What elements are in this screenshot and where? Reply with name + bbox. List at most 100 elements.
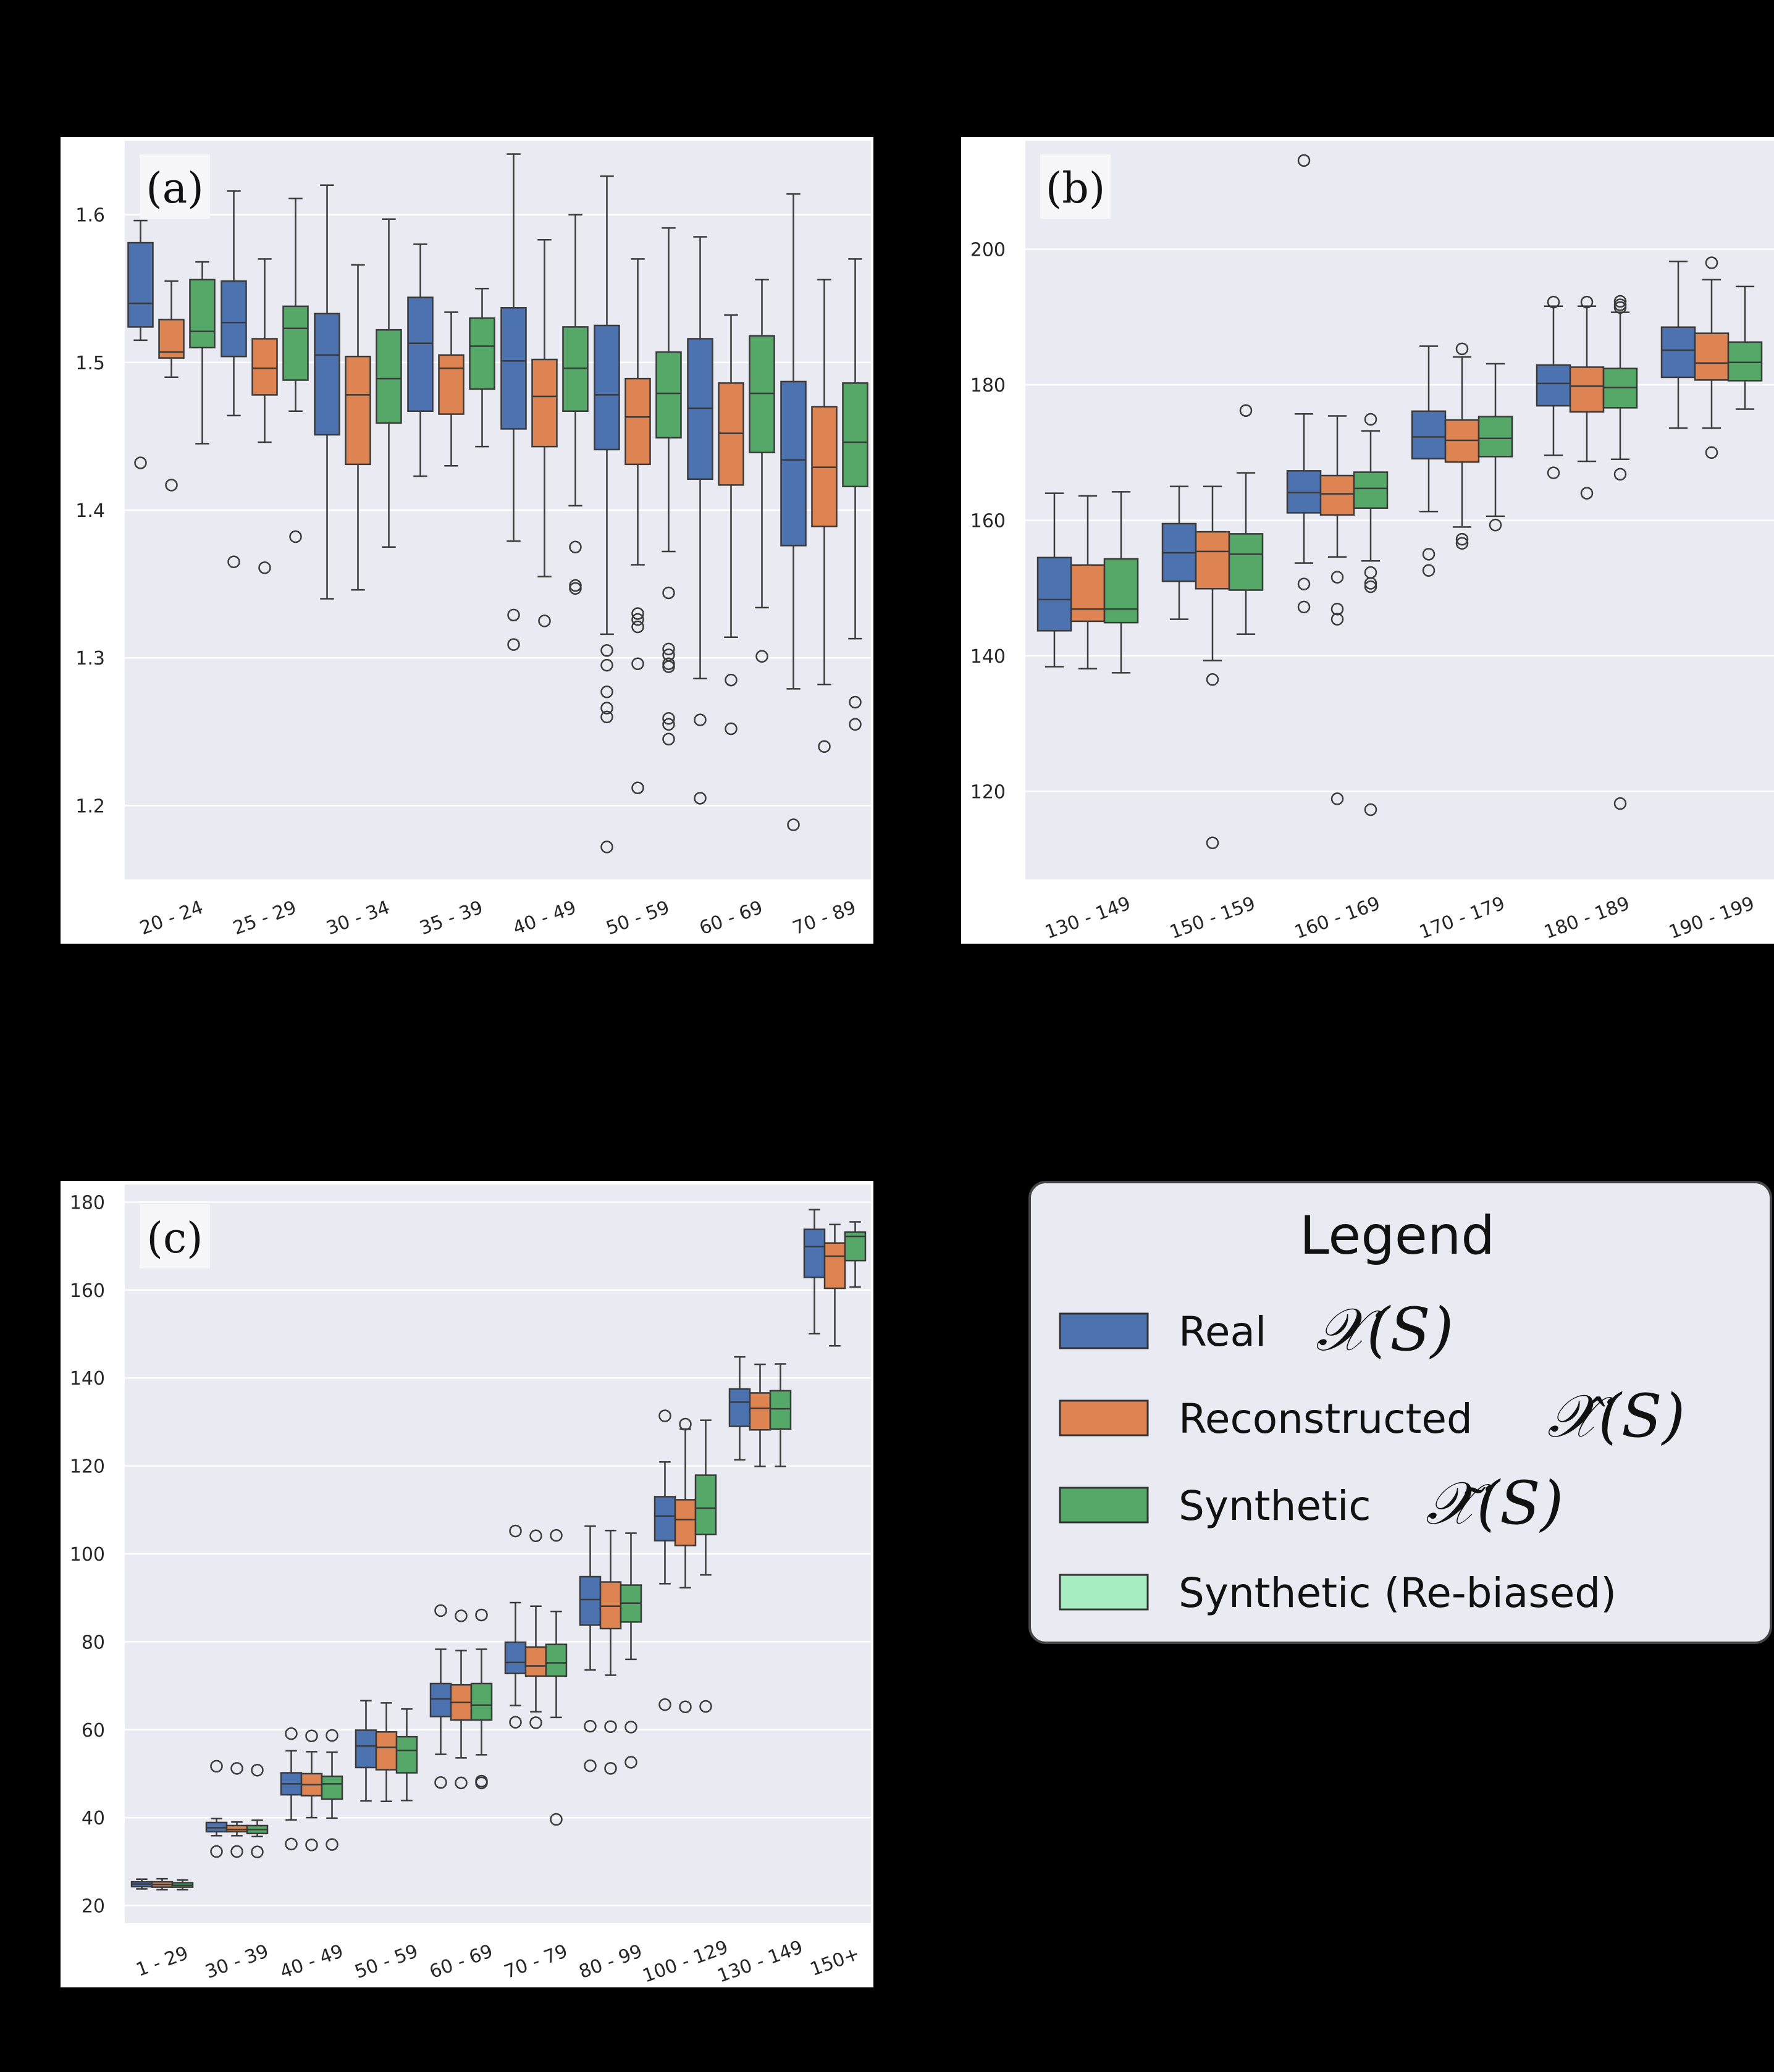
outlier-point <box>849 718 862 731</box>
box-iqr <box>127 241 154 328</box>
outlier-point <box>624 1721 637 1734</box>
legend-swatch-reconstructed <box>1059 1399 1149 1437</box>
outlier-point <box>1613 468 1627 481</box>
outlier-point <box>679 1417 692 1431</box>
box-iqr <box>1036 556 1072 632</box>
outlier-point <box>285 1837 298 1851</box>
outlier-point <box>1705 446 1718 459</box>
box-reconstructed <box>524 1529 547 1729</box>
box-reconstructed <box>599 1530 622 1775</box>
outlier-point <box>251 1764 264 1777</box>
box-iqr <box>694 1474 717 1535</box>
box-iqr <box>314 312 340 436</box>
box-synthetic <box>562 214 589 595</box>
outlier-point <box>326 1729 338 1742</box>
box-reconstructed <box>1569 295 1605 500</box>
box-iqr <box>395 1735 418 1774</box>
box-real <box>314 184 340 600</box>
box-synthetic <box>620 1532 642 1769</box>
outlier-point <box>658 1698 671 1711</box>
box-reconstructed <box>1319 415 1355 805</box>
y-tick-label: 180 <box>970 375 1006 396</box>
box-iqr <box>375 1731 398 1771</box>
outlier-point <box>849 695 862 709</box>
legend-item-synthetic-rebiased: Synthetic (Re-biased) <box>1059 1569 1616 1617</box>
outlier-point <box>725 673 738 687</box>
outlier-point <box>818 740 831 753</box>
box-iqr <box>500 307 527 430</box>
legend-label-synthetic-rebiased: Synthetic (Re-biased) <box>1179 1569 1616 1617</box>
outlier-point <box>305 1839 318 1852</box>
y-tick-label: 140 <box>970 646 1006 668</box>
outlier-point <box>1422 564 1436 577</box>
box-iqr <box>355 1729 377 1769</box>
panel-b-yticks: 120 140 160 180 200 <box>970 240 1006 803</box>
outlier-point <box>1206 836 1219 849</box>
outlier-point <box>1364 580 1377 593</box>
box-real <box>1036 492 1072 668</box>
panel-a-boxes <box>127 153 868 854</box>
outlier-point <box>662 642 675 656</box>
panel-c-label-box <box>140 1204 210 1269</box>
legend-math-real: 𝒳(S) <box>1316 1295 1453 1364</box>
box-iqr <box>1536 364 1571 407</box>
panel-a: 1.21.31.41.51.6 20 - 24 25 - 29 30 - 34 35 … <box>61 137 873 944</box>
box-iqr <box>221 280 247 358</box>
box-iqr <box>282 305 309 381</box>
panel-c-grid <box>125 1201 871 1906</box>
box-iqr <box>624 377 651 466</box>
outlier-point <box>1613 295 1627 308</box>
panel-a-grid <box>125 214 871 807</box>
box-iqr <box>823 1242 846 1290</box>
box-synthetic <box>189 261 216 445</box>
box-iqr <box>225 1824 248 1833</box>
box-reconstructed <box>1195 485 1230 849</box>
outlier-point <box>600 710 613 724</box>
box-iqr <box>1228 533 1264 591</box>
box-reconstructed <box>1444 342 1480 550</box>
box-real <box>1536 295 1571 479</box>
y-tick-label: 1.3 <box>75 648 105 669</box>
box-synthetic <box>842 258 868 731</box>
box-real <box>221 190 247 568</box>
box-iqr <box>321 1775 343 1800</box>
outlier-point <box>662 660 675 673</box>
outlier-point <box>550 1813 563 1826</box>
box-reconstructed <box>345 264 371 591</box>
outlier-point <box>289 530 302 543</box>
outlier-point <box>134 456 147 469</box>
outlier-point <box>1239 404 1253 417</box>
box-iqr <box>407 296 434 412</box>
box-synthetic <box>1228 404 1264 635</box>
panel-a-label: (a) <box>146 164 204 213</box>
outlier-point <box>550 1529 563 1542</box>
legend: Legend Real 𝒳(S) Reconstructed 𝒳̂(S) Syn… <box>1028 1181 1772 1644</box>
box-reconstructed <box>151 1877 174 1891</box>
box-synthetic <box>282 198 309 543</box>
box-real <box>407 243 434 477</box>
outlier-point <box>1547 295 1560 309</box>
y-tick-label: 20 <box>82 1896 105 1918</box>
box-synthetic <box>844 1221 867 1288</box>
y-tick-label: 60 <box>82 1720 105 1742</box>
box-iqr <box>803 1228 826 1278</box>
outlier-point <box>600 685 613 698</box>
y-tick-label: 160 <box>70 1280 105 1302</box>
box-iqr <box>654 1496 676 1541</box>
y-tick-label: 1.5 <box>75 353 105 374</box>
outlier-point <box>538 614 551 627</box>
outlier-point <box>210 1845 223 1858</box>
outlier-point <box>285 1727 298 1740</box>
box-synthetic <box>171 1879 194 1891</box>
y-tick-label: 1.4 <box>75 500 105 522</box>
outlier-point <box>455 1609 468 1622</box>
outlier-point <box>1489 518 1502 532</box>
legend-label-real: Real <box>1179 1308 1266 1356</box>
box-iqr <box>1727 341 1763 382</box>
outlier-point <box>787 818 800 831</box>
legend-item-reconstructed: Reconstructed 𝒳̂(S) <box>1059 1382 1685 1451</box>
box-reconstructed <box>438 311 465 467</box>
y-tick-label: 200 <box>970 240 1006 261</box>
